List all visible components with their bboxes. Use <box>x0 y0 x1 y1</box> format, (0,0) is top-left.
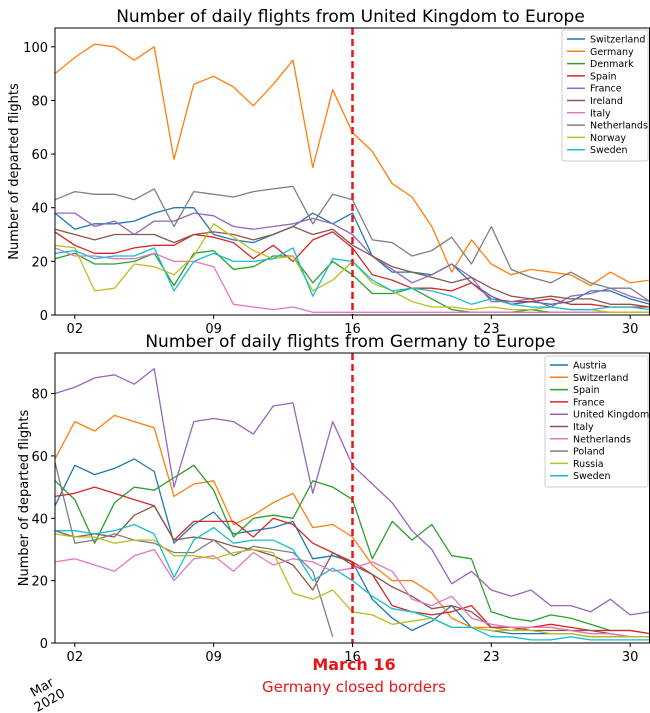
legend-label-italy: Italy <box>590 108 611 119</box>
chart-title: Number of daily flights from United King… <box>116 7 585 27</box>
y-tick-label: 80 <box>31 388 48 403</box>
x-tick-label: 02 <box>67 322 84 337</box>
uk-flights-panel: 0 20 40 60 80 100 02 09 16 23 30 Number of daily fl… <box>7 7 650 337</box>
legend-label-sweden: Sweden <box>590 145 628 156</box>
legend-label-switzerland: Switzerland <box>590 35 645 46</box>
x-tick-label: 16 <box>344 650 361 665</box>
y-tick-label: 40 <box>31 202 48 217</box>
x-tick-label: 09 <box>205 322 222 337</box>
y-tick-label: 0 <box>40 309 48 324</box>
legend-label-united-kingdom: United Kingdom <box>573 410 649 421</box>
legend-label-netherlands: Netherlands <box>590 121 648 132</box>
y-tick-label: 60 <box>31 450 48 465</box>
y-tick-label: 100 <box>23 41 48 56</box>
legend-label-sweden: Sweden <box>573 471 611 482</box>
series-line-poland <box>54 461 334 637</box>
legend-label-germany: Germany <box>590 47 634 58</box>
series-line-italy <box>54 247 650 313</box>
legend-label-italy: Italy <box>573 422 594 433</box>
series-line-spain <box>54 231 650 308</box>
series-line-switzerland <box>54 207 650 305</box>
y-axis-label: Number of departed flights <box>7 83 22 260</box>
legend-box <box>544 355 649 488</box>
legend-label-france: France <box>573 397 605 408</box>
y-tick-label: 80 <box>31 94 48 109</box>
y-tick-label: 0 <box>40 637 48 652</box>
legend-label-denmark: Denmark <box>590 59 634 70</box>
legend-label-switzerland: Switzerland <box>573 373 628 384</box>
y-axis-label: Number of departed flights <box>17 410 32 587</box>
x-tick-label: 30 <box>622 650 639 665</box>
legend-label-spain: Spain <box>590 71 617 82</box>
annotation-event: Germany closed borders <box>262 678 446 696</box>
x-tick-label: 02 <box>67 650 84 665</box>
chart-title: Number of daily flights from Germany to … <box>145 332 555 352</box>
x-tick-label: 23 <box>483 650 500 665</box>
y-tick-label: 20 <box>31 575 48 590</box>
legend-box <box>561 29 649 162</box>
legend-label-norway: Norway <box>590 133 626 144</box>
legend-label-netherlands: Netherlands <box>573 434 631 445</box>
x-tick-label: 30 <box>622 322 639 337</box>
legend-label-poland: Poland <box>573 447 605 458</box>
legend-label-spain: Spain <box>573 385 600 396</box>
germany-flights-panel: 0 20 40 60 80 02 09 16 23 30 Number of daily fligh… <box>17 332 650 665</box>
y-tick-label: 40 <box>31 512 48 527</box>
y-tick-label: 60 <box>31 148 48 163</box>
x-tick-label: 09 <box>205 650 222 665</box>
series-line-ireland <box>54 225 650 308</box>
legend-label-austria: Austria <box>573 361 607 372</box>
annotation-date: March 16 <box>312 655 395 674</box>
x-tick-label: 16 <box>344 322 361 337</box>
month-label: Mar 2020 <box>28 675 68 713</box>
legend-label-russia: Russia <box>573 459 604 470</box>
legend-label-ireland: Ireland <box>590 96 623 107</box>
legend-label-france: France <box>590 84 622 95</box>
x-tick-label: 23 <box>483 322 500 337</box>
series-line-sweden <box>55 523 650 641</box>
y-tick-label: 20 <box>31 255 48 270</box>
